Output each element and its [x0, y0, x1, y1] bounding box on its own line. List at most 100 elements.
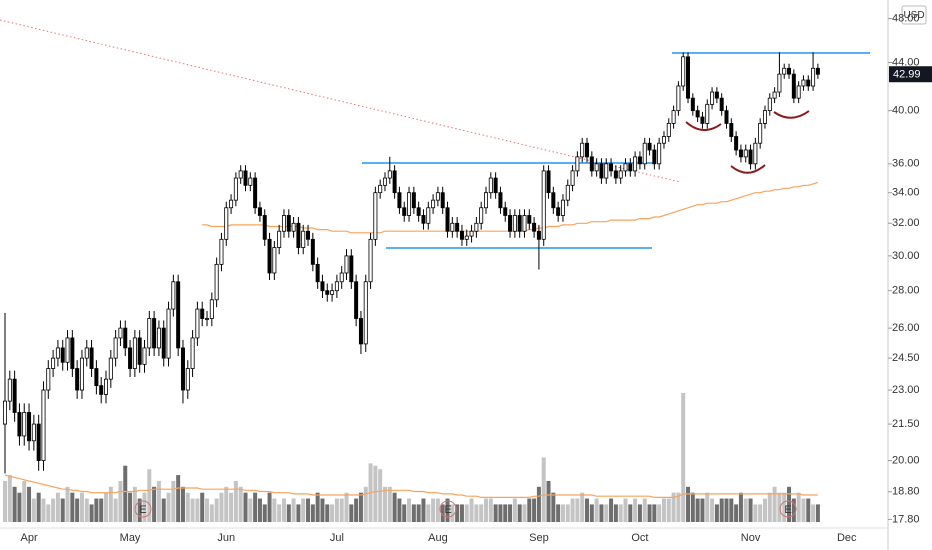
candle-body: [358, 318, 363, 345]
candle-body: [772, 91, 777, 99]
candle-body: [690, 97, 695, 112]
candle-body: [46, 368, 51, 391]
candle-body: [416, 207, 421, 216]
volume-bar: [695, 498, 700, 522]
candle-body: [527, 215, 532, 224]
volume-bar: [301, 498, 306, 522]
candle-body: [613, 170, 618, 179]
volume-bar: [89, 504, 94, 522]
candle-body: [493, 177, 498, 194]
y-tick-label: 24.50: [892, 352, 920, 364]
candle-body: [411, 192, 416, 209]
y-tick-label: 48.00: [892, 12, 920, 24]
volume-bar: [479, 504, 484, 522]
x-tick-label: Aug: [428, 532, 448, 544]
volume-bar: [661, 498, 666, 522]
volume-bar: [791, 498, 796, 522]
volume-bar: [469, 498, 474, 522]
candle-body: [585, 142, 590, 158]
candle-body: [637, 156, 642, 165]
candle-body: [738, 149, 743, 158]
volume-bar: [339, 498, 344, 522]
candle-body: [464, 235, 469, 240]
candle-body: [652, 149, 657, 165]
candle-body: [281, 215, 286, 232]
volume-bar: [690, 492, 695, 522]
volume-bar: [397, 498, 402, 522]
y-tick-label: 20.00: [892, 454, 920, 466]
candle-body: [483, 192, 488, 209]
x-tick-label: Apr: [20, 532, 37, 544]
candle-body: [12, 378, 17, 413]
candle-body: [233, 177, 238, 201]
candle-body: [609, 163, 614, 172]
candle-body: [296, 222, 301, 248]
volume-bar: [195, 498, 200, 522]
volume-bar: [488, 498, 493, 522]
candle-body: [253, 177, 258, 209]
candle-body: [214, 263, 219, 301]
candle-body: [455, 222, 460, 232]
candle-body: [301, 230, 306, 248]
candle-body: [113, 337, 118, 359]
volume-bar: [512, 498, 517, 522]
volume-bar: [12, 486, 17, 522]
volume-bar: [99, 498, 104, 522]
candle-body: [787, 67, 792, 75]
candle-body: [137, 337, 142, 365]
volume-bar: [137, 498, 142, 522]
cup-arc: [773, 110, 810, 119]
candle-body: [551, 192, 556, 209]
volume-bar: [180, 486, 185, 522]
volume-bar: [185, 492, 190, 522]
volume-bar: [551, 492, 556, 522]
candle-body: [618, 170, 623, 179]
volume-bar: [176, 475, 181, 522]
candle-body: [60, 347, 65, 363]
candle-body: [3, 400, 8, 425]
candle-body: [36, 423, 41, 461]
candle-body: [589, 156, 594, 172]
volume-bar: [205, 498, 210, 522]
candle-body: [262, 215, 267, 240]
candle-body: [17, 412, 22, 437]
candle-body: [474, 222, 479, 232]
candle-body: [205, 318, 210, 320]
candle-body: [498, 192, 503, 209]
candle-body: [724, 110, 729, 124]
candle-body: [22, 412, 27, 437]
candle-body: [224, 207, 229, 240]
candle-body: [118, 327, 123, 339]
volume-bar: [623, 498, 628, 522]
volume-bar: [272, 498, 277, 522]
volume-bar: [108, 486, 113, 522]
volume-bar: [787, 486, 792, 522]
candle-body: [128, 347, 133, 369]
candle-body: [166, 308, 171, 359]
candle-body: [185, 368, 190, 391]
volume-bar: [402, 504, 407, 522]
volume-bar: [431, 498, 436, 522]
candle-body: [79, 357, 84, 391]
volume-bar: [363, 486, 368, 522]
candle-body: [31, 423, 36, 442]
volume-bar: [474, 504, 479, 522]
candle-body: [397, 192, 402, 209]
y-tick-label: 17.80: [892, 513, 920, 525]
candle-body: [594, 163, 599, 172]
candle-body: [536, 230, 541, 240]
candle-body: [195, 308, 200, 339]
y-tick-label: 21.50: [892, 418, 920, 430]
y-tick-label: 44.00: [892, 56, 920, 68]
volume-bar: [815, 504, 820, 522]
volume-bar: [166, 492, 171, 522]
candle-body: [378, 184, 383, 194]
volume-bar: [214, 498, 219, 522]
volume-bar: [248, 498, 253, 522]
volume-bar: [84, 498, 89, 522]
volume-bar: [522, 504, 527, 522]
currency: USD: [903, 10, 924, 21]
candle-body: [599, 163, 604, 179]
volume-bar: [104, 492, 109, 522]
volume-bar: [700, 498, 705, 522]
